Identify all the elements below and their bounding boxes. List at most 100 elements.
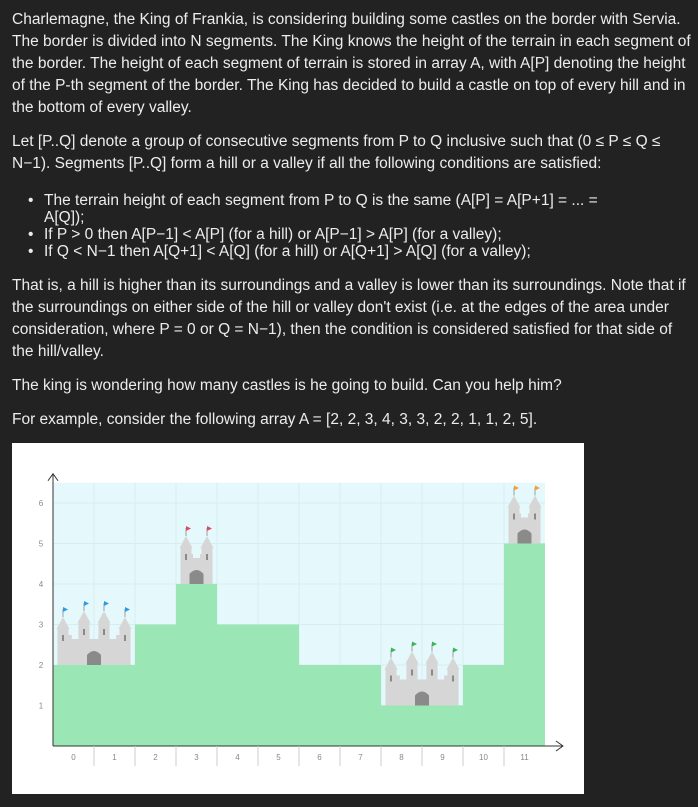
- castle-tower-roof: [384, 657, 398, 670]
- castle-tower: [508, 507, 520, 544]
- condition-item: • The terrain height of each segment fro…: [28, 190, 598, 212]
- castle-tower: [180, 548, 192, 584]
- castle: [56, 601, 132, 665]
- bullet-marker: •: [28, 226, 34, 243]
- castle-window: [411, 669, 413, 676]
- castle-window: [513, 513, 515, 520]
- castle-door: [87, 651, 101, 665]
- castle-tower-roof: [118, 617, 132, 629]
- explanation-line: consideration, where P = 0 or Q = N−1), …: [12, 321, 673, 338]
- castle-flag: [104, 601, 109, 606]
- castle-window: [452, 675, 454, 682]
- castle-tower: [98, 623, 110, 665]
- x-tick-label: 8: [399, 753, 404, 762]
- castle-window: [103, 629, 105, 635]
- castle: [179, 526, 214, 584]
- castle-window: [62, 635, 64, 641]
- x-tick-label: 2: [153, 753, 158, 762]
- bullet-marker: •: [28, 243, 34, 260]
- x-tick-label: 11: [520, 753, 529, 762]
- castle-window: [390, 675, 392, 682]
- bullet-marker: •: [28, 192, 34, 209]
- castle-tower-roof: [97, 611, 111, 623]
- explanation-line: That is, a hill is higher than its surro…: [12, 277, 686, 294]
- castle-tower-roof: [528, 495, 542, 508]
- castle-tower-roof: [77, 611, 91, 623]
- castle-flag: [186, 526, 191, 531]
- x-tick-label: 0: [71, 753, 76, 762]
- intro-line: The border is divided into N segments. T…: [12, 33, 691, 50]
- condition-item: • If Q < N−1 then A[Q+1] < A[Q] (for a h…: [28, 241, 531, 263]
- condition-text: If Q < N−1 then A[Q+1] < A[Q] (for a hil…: [44, 243, 531, 260]
- terrain-bar: [463, 665, 504, 746]
- castle: [507, 485, 542, 544]
- y-tick-label: 5: [39, 540, 44, 549]
- castle-door: [415, 691, 429, 706]
- castle-flag: [412, 641, 417, 647]
- explanation-line: the hill/valley.: [12, 343, 104, 360]
- terrain-bar: [299, 665, 340, 746]
- y-tick-label: 1: [39, 702, 44, 711]
- terrain-bar: [340, 665, 381, 746]
- castle-tower-roof: [56, 617, 70, 629]
- castle-tower: [78, 623, 90, 665]
- castle-tower: [57, 629, 69, 665]
- castle-flag: [535, 485, 540, 491]
- x-tick-label: 6: [317, 753, 322, 762]
- explanation-line: the surroundings on either side of the h…: [12, 299, 669, 316]
- x-tick-label: 1: [112, 753, 117, 762]
- castle-flag: [514, 485, 519, 491]
- x-tick-label: 7: [358, 753, 363, 762]
- castle-flag: [453, 647, 458, 653]
- castle-door: [517, 529, 532, 544]
- y-axis-arrow: [47, 472, 59, 482]
- terrain-bar: [422, 705, 463, 746]
- x-tick-label: 10: [479, 753, 488, 762]
- example-figure: 1 2 3 4 5 6 0 1 2 3 4 5 6 7 8 9 10 11: [12, 443, 584, 794]
- question-paragraph: The king is wondering how many castles i…: [12, 377, 562, 394]
- terrain-bar: [176, 584, 217, 746]
- y-tick-label: 6: [39, 499, 44, 508]
- x-tick-label: 3: [194, 753, 199, 762]
- x-axis-arrow: [555, 740, 564, 752]
- castle-window: [185, 554, 187, 560]
- castle-tower-roof: [179, 536, 193, 548]
- castle-tower: [447, 669, 459, 706]
- castle-tower-roof: [200, 536, 214, 548]
- intro-line: of the P-th segment of the border. The K…: [12, 77, 686, 94]
- castle-flag: [391, 647, 396, 653]
- condition-text: A[Q]);: [44, 209, 85, 226]
- intro-line: the bottom of every valley.: [12, 99, 192, 116]
- definition-line: N−1). Segments [P..Q] form a hill or a v…: [12, 155, 602, 172]
- castle-door: [189, 570, 204, 584]
- castle-flag: [207, 526, 212, 531]
- castle-window: [534, 513, 536, 520]
- condition-text: The terrain height of each segment from …: [44, 192, 598, 209]
- terrain-bar: [258, 624, 299, 746]
- terrain-bar: [381, 705, 422, 746]
- terrain-bar: [504, 543, 545, 746]
- castle-tower: [201, 548, 213, 584]
- x-tick-label: 5: [276, 753, 281, 762]
- castle-tower: [385, 669, 397, 706]
- castle-tower: [406, 663, 418, 706]
- example-paragraph: For example, consider the following arra…: [12, 411, 538, 428]
- x-tick-label: 9: [440, 753, 445, 762]
- intro-line: the border. The height of each segment o…: [12, 55, 686, 72]
- castle-tower-roof: [507, 495, 521, 508]
- castle-window: [83, 629, 85, 635]
- castle-window: [124, 635, 126, 641]
- castle-tower-roof: [425, 651, 439, 664]
- castle-tower: [426, 663, 438, 706]
- terrain-bar: [135, 624, 176, 746]
- terrain-bar: [217, 624, 258, 746]
- condition-text: If P > 0 then A[P−1] < A[P] (for a hill)…: [44, 226, 502, 243]
- castle-tower: [119, 629, 131, 665]
- castle-tower: [529, 507, 541, 544]
- intro-line: Charlemagne, the King of Frankia, is con…: [12, 11, 681, 28]
- condition-item-continuation: A[Q]);: [44, 207, 84, 229]
- y-tick-label: 4: [39, 580, 44, 589]
- castle-flag: [84, 601, 89, 606]
- definition-line: Let [P..Q] denote a group of consecutive…: [12, 133, 661, 150]
